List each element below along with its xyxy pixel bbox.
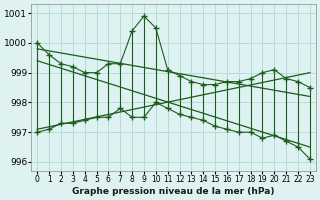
X-axis label: Graphe pression niveau de la mer (hPa): Graphe pression niveau de la mer (hPa) [72, 187, 275, 196]
